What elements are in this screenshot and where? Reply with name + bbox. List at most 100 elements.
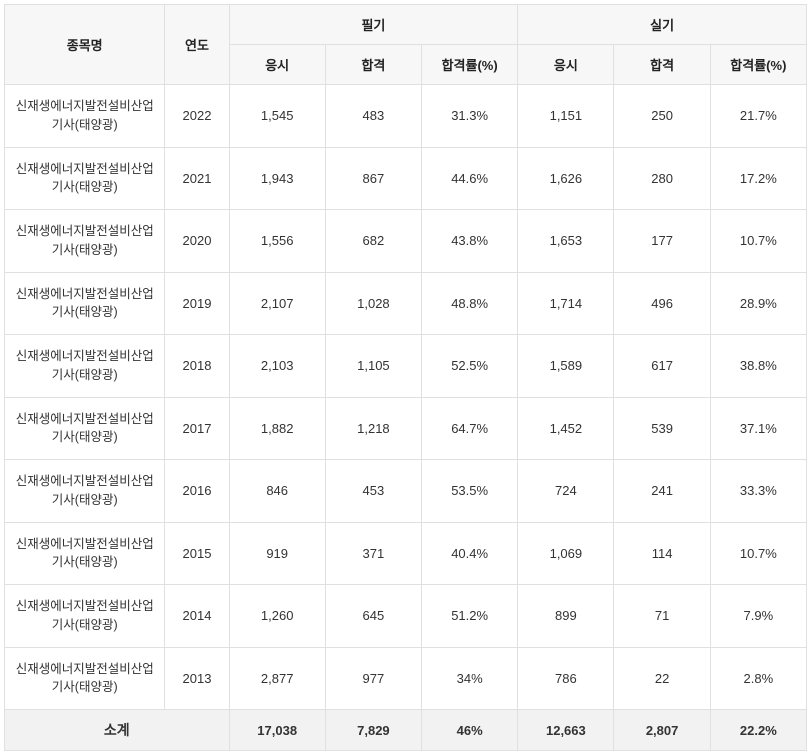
header-year: 연도: [165, 5, 229, 85]
cell-practical-applied: 1,069: [518, 522, 614, 585]
cell-practical-applied: 1,452: [518, 397, 614, 460]
cell-written-rate: 52.5%: [422, 335, 518, 398]
cell-practical-rate: 28.9%: [710, 272, 806, 335]
cell-practical-applied: 1,151: [518, 85, 614, 148]
cell-written-applied: 919: [229, 522, 325, 585]
cell-practical-passed: 22: [614, 647, 710, 710]
cell-practical-rate: 21.7%: [710, 85, 806, 148]
table-header: 종목명 연도 필기 실기 응시 합격 합격률(%) 응시 합격 합격률(%): [5, 5, 807, 85]
cell-written-passed: 1,028: [325, 272, 421, 335]
header-practical: 실기: [518, 5, 807, 45]
cell-year: 2013: [165, 647, 229, 710]
cell-practical-rate: 7.9%: [710, 585, 806, 648]
cell-written-passed: 453: [325, 460, 421, 523]
cell-name: 신재생에너지발전설비산업기사(태양광): [5, 522, 165, 585]
header-practical-rate: 합격률(%): [710, 45, 806, 85]
cell-practical-passed: 71: [614, 585, 710, 648]
cell-practical-passed: 496: [614, 272, 710, 335]
cell-year: 2021: [165, 147, 229, 210]
cell-practical-applied: 1,589: [518, 335, 614, 398]
cell-year: 2015: [165, 522, 229, 585]
cell-practical-rate: 17.2%: [710, 147, 806, 210]
cell-written-passed: 977: [325, 647, 421, 710]
cell-written-passed: 1,218: [325, 397, 421, 460]
header-written-applied: 응시: [229, 45, 325, 85]
cell-written-passed: 682: [325, 210, 421, 273]
cell-written-passed: 371: [325, 522, 421, 585]
cell-practical-applied: 1,653: [518, 210, 614, 273]
header-practical-applied: 응시: [518, 45, 614, 85]
cell-written-rate: 53.5%: [422, 460, 518, 523]
table-row: 신재생에너지발전설비산업기사(태양광)20192,1071,02848.8%1,…: [5, 272, 807, 335]
cell-written-applied: 846: [229, 460, 325, 523]
table-row: 신재생에너지발전설비산업기사(태양광)201684645353.5%724241…: [5, 460, 807, 523]
cell-practical-rate: 37.1%: [710, 397, 806, 460]
table-row: 신재생에너지발전설비산업기사(태양광)201591937140.4%1,069 1…: [5, 522, 807, 585]
cell-year: 2016: [165, 460, 229, 523]
cell-written-passed: 483: [325, 85, 421, 148]
cell-written-applied: 1,556: [229, 210, 325, 273]
cell-name: 신재생에너지발전설비산업기사(태양광): [5, 397, 165, 460]
cell-practical-applied: 724: [518, 460, 614, 523]
table-row: 신재생에너지발전설비산업기사(태양광)20171,8821,21864.7%1,…: [5, 397, 807, 460]
cell-written-passed: 1,105: [325, 335, 421, 398]
cell-practical-passed: 280: [614, 147, 710, 210]
cell-name: 신재생에너지발전설비산업기사(태양광): [5, 272, 165, 335]
cell-practical-applied: 899: [518, 585, 614, 648]
cell-name: 신재생에너지발전설비산업기사(태양광): [5, 85, 165, 148]
header-written-passed: 합격: [325, 45, 421, 85]
cell-written-rate: 44.6%: [422, 147, 518, 210]
cell-name: 신재생에너지발전설비산업기사(태양광): [5, 147, 165, 210]
subtotal-practical-passed: 2,807: [614, 710, 710, 751]
cell-written-applied: 2,877: [229, 647, 325, 710]
cell-written-rate: 34%: [422, 647, 518, 710]
cell-written-applied: 2,107: [229, 272, 325, 335]
header-written: 필기: [229, 5, 518, 45]
cell-written-rate: 51.2%: [422, 585, 518, 648]
table-row: 신재생에너지발전설비산업기사(태양광)20182,1031,10552.5%1,…: [5, 335, 807, 398]
cell-name: 신재생에너지발전설비산업기사(태양광): [5, 210, 165, 273]
header-practical-passed: 합격: [614, 45, 710, 85]
table-body: 신재생에너지발전설비산업기사(태양광)20221,54548331.3%1,15…: [5, 85, 807, 710]
cell-year: 2019: [165, 272, 229, 335]
exam-stats-table: 종목명 연도 필기 실기 응시 합격 합격률(%) 응시 합격 합격률(%) 신…: [4, 4, 807, 751]
cell-practical-applied: 1,626: [518, 147, 614, 210]
cell-practical-passed: 177: [614, 210, 710, 273]
cell-name: 신재생에너지발전설비산업기사(태양광): [5, 585, 165, 648]
subtotal-practical-applied: 12,663: [518, 710, 614, 751]
cell-practical-rate: 10.7%: [710, 522, 806, 585]
subtotal-practical-rate: 22.2%: [710, 710, 806, 751]
cell-written-rate: 40.4%: [422, 522, 518, 585]
header-name: 종목명: [5, 5, 165, 85]
cell-practical-rate: 10.7%: [710, 210, 806, 273]
cell-name: 신재생에너지발전설비산업기사(태양광): [5, 460, 165, 523]
cell-year: 2020: [165, 210, 229, 273]
cell-written-applied: 1,545: [229, 85, 325, 148]
subtotal-label: 소계: [5, 710, 230, 751]
table-row: 신재생에너지발전설비산업기사(태양광)20201,55668243.8%1,65…: [5, 210, 807, 273]
subtotal-written-rate: 46%: [422, 710, 518, 751]
subtotal-written-applied: 17,038: [229, 710, 325, 751]
cell-practical-passed: 539: [614, 397, 710, 460]
cell-written-passed: 645: [325, 585, 421, 648]
cell-written-passed: 867: [325, 147, 421, 210]
cell-written-rate: 48.8%: [422, 272, 518, 335]
cell-year: 2017: [165, 397, 229, 460]
table-row: 신재생에너지발전설비산업기사(태양광)20211,94386744.6%1,62…: [5, 147, 807, 210]
cell-practical-passed: 617: [614, 335, 710, 398]
table-row: 신재생에너지발전설비산업기사(태양광)20141,26064551.2%8997…: [5, 585, 807, 648]
cell-practical-passed: 250: [614, 85, 710, 148]
cell-year: 2022: [165, 85, 229, 148]
cell-practical-rate: 38.8%: [710, 335, 806, 398]
cell-written-applied: 1,260: [229, 585, 325, 648]
cell-written-applied: 1,882: [229, 397, 325, 460]
cell-written-rate: 64.7%: [422, 397, 518, 460]
cell-practical-applied: 1,714: [518, 272, 614, 335]
cell-written-applied: 2,103: [229, 335, 325, 398]
table-row: 신재생에너지발전설비산업기사(태양광)20221,54548331.3%1,15…: [5, 85, 807, 148]
subtotal-written-passed: 7,829: [325, 710, 421, 751]
cell-practical-applied: 786: [518, 647, 614, 710]
cell-written-rate: 31.3%: [422, 85, 518, 148]
cell-practical-passed: 241: [614, 460, 710, 523]
table-row: 신재생에너지발전설비산업기사(태양광)20132,87797734%786222…: [5, 647, 807, 710]
